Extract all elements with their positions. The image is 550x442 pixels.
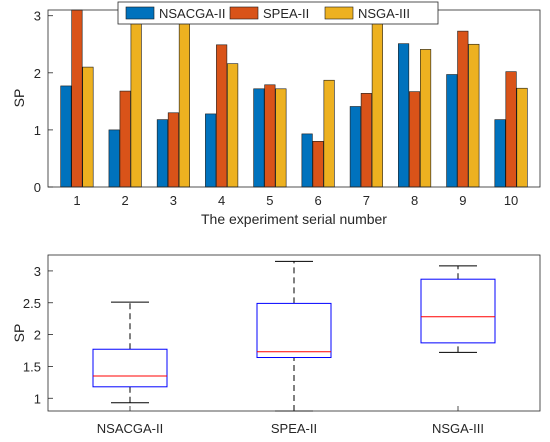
bar <box>323 79 335 188</box>
bar <box>409 91 421 188</box>
legend-label: NSGA-III <box>358 6 410 21</box>
bar <box>446 74 458 188</box>
bar <box>312 141 324 188</box>
bar <box>275 88 287 188</box>
bar-x-axis-label: The experiment serial number <box>201 211 387 227</box>
bar <box>457 30 469 188</box>
bar-x-tick-label: 6 <box>315 193 322 208</box>
legend-swatch <box>324 6 354 20</box>
bar <box>119 90 131 188</box>
bar <box>156 119 168 188</box>
bar-y-tick-label: 2 <box>34 66 41 81</box>
legend-swatch <box>229 6 259 20</box>
bar-y-tick-label: 0 <box>34 180 41 195</box>
box-y-axis: 1 1.5 2 2.5 3 <box>23 264 53 406</box>
box-x-tick-label: NSACGA-II <box>97 421 163 436</box>
bar <box>349 106 361 188</box>
bar-y-tick-label: 3 <box>34 9 41 24</box>
bar <box>371 22 383 188</box>
bar <box>468 43 480 188</box>
box-group <box>256 260 332 412</box>
box-chart: 1 1.5 2 2.5 3 NSACGA-II SPEA-II NSGA-III SP <box>11 254 541 436</box>
bar <box>301 133 313 188</box>
bar-chart: 0 1 2 3 1 2 3 4 5 6 7 8 9 10 SP The experiment seria… <box>11 1 541 227</box>
bar <box>130 15 142 188</box>
legend-swatch <box>125 6 155 20</box>
box <box>92 348 168 388</box>
box-marks <box>92 260 496 412</box>
box-y-tick-label: 2.5 <box>23 296 41 311</box>
bar <box>71 9 83 188</box>
box-y-tick-label: 1 <box>34 391 41 406</box>
bar-x-tick-label: 5 <box>266 193 273 208</box>
bar-marks <box>60 9 528 188</box>
box-group <box>92 301 168 404</box>
bar-x-tick-label: 4 <box>218 193 225 208</box>
bar <box>178 10 190 188</box>
bar-y-axis-label: SP <box>11 89 27 108</box>
bar-x-tick-label: 1 <box>73 193 80 208</box>
bar <box>108 129 120 188</box>
bar <box>494 119 506 188</box>
box-x-axis: NSACGA-II SPEA-II NSGA-III <box>97 406 484 436</box>
box-y-tick-label: 1.5 <box>23 359 41 374</box>
bar <box>227 63 239 188</box>
box-y-axis-label: SP <box>11 324 27 343</box>
box-x-tick-label: NSGA-III <box>432 421 484 436</box>
bar <box>420 49 432 188</box>
box-y-tick-label: 2 <box>34 328 41 343</box>
bar-legend: NSACGA-II SPEA-II NSGA-III <box>117 1 439 25</box>
bar <box>253 88 265 188</box>
bar-x-tick-label: 8 <box>411 193 418 208</box>
bar <box>82 66 94 188</box>
bar-x-tick-label: 3 <box>170 193 177 208</box>
bar-x-tick-label: 7 <box>363 193 370 208</box>
bar-x-tick-label: 10 <box>504 193 518 208</box>
bar <box>264 84 276 188</box>
legend-label: NSACGA-II <box>159 6 225 21</box>
bar-y-tick-label: 1 <box>34 123 41 138</box>
box-y-tick-label: 3 <box>34 264 41 279</box>
bar <box>516 87 528 188</box>
bar <box>398 43 410 188</box>
bar <box>60 85 72 188</box>
legend-label: SPEA-II <box>263 6 309 21</box>
box <box>420 278 496 344</box>
bar-x-tick-label: 9 <box>459 193 466 208</box>
box-x-tick-label: SPEA-II <box>271 421 317 436</box>
bar-x-tick-label: 2 <box>122 193 129 208</box>
bar <box>505 71 517 188</box>
box-group <box>420 265 496 353</box>
bar <box>205 113 217 188</box>
box <box>256 302 332 359</box>
bar <box>360 93 372 188</box>
box-plot-frame <box>47 254 541 412</box>
bar <box>167 112 179 188</box>
legend-box <box>117 1 439 25</box>
bar <box>216 44 228 188</box>
